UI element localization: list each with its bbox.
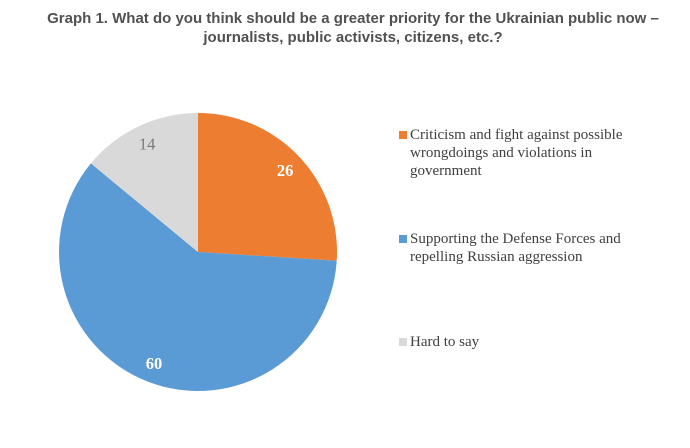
pie-slice	[90, 113, 198, 252]
slice-value-label: 14	[139, 135, 156, 154]
pie-svg: 26 60 14	[59, 113, 337, 391]
pie-slice	[59, 163, 337, 391]
legend-swatch-orange-icon	[399, 131, 407, 139]
legend-item-criticism: Criticism and fight against possible wro…	[399, 126, 667, 180]
pie-chart: 26 60 14	[59, 113, 337, 391]
legend-item-label: Criticism and fight against possible wro…	[410, 127, 623, 179]
legend-swatch-gray-icon	[399, 338, 407, 346]
legend-swatch-blue-icon	[399, 235, 407, 243]
pie-slice	[198, 113, 337, 261]
legend-item-label: Supporting the Defense Forces and repell…	[410, 231, 621, 265]
legend-item-defense: Supporting the Defense Forces and repell…	[399, 230, 667, 266]
chart-title: Graph 1. What do you think should be a g…	[47, 10, 659, 46]
legend-item-hard-to-say: Hard to say	[399, 333, 667, 351]
legend-item-label: Hard to say	[410, 334, 480, 350]
slice-value-label: 26	[277, 161, 294, 180]
slice-value-label: 60	[146, 354, 163, 373]
